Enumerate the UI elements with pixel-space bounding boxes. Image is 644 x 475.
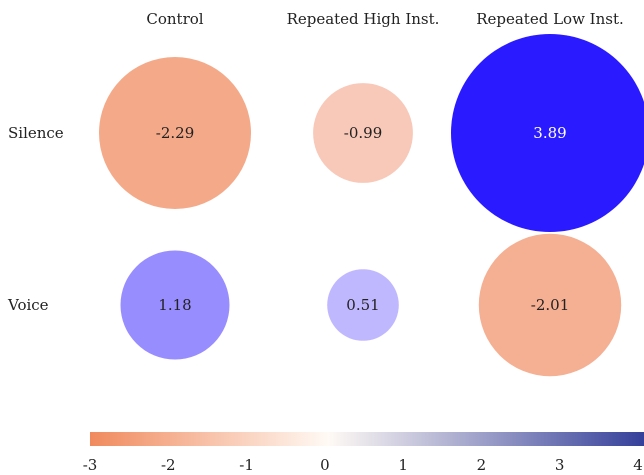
bubble-value-label: 3.89	[533, 124, 566, 142]
bubble	[313, 83, 413, 183]
bubble-value-label: -2.29	[156, 124, 194, 142]
bubble-value-label: 0.51	[346, 296, 379, 314]
column-label: Repeated High Inst.	[287, 10, 440, 28]
bubble	[327, 269, 399, 341]
colorbar-tick-label: 4	[633, 456, 643, 474]
colorbar-tick-label: 1	[398, 456, 408, 474]
bubble	[478, 233, 622, 377]
colorbar-tick-label: 3	[555, 456, 565, 474]
bubble	[451, 34, 644, 232]
column-label: Control	[146, 10, 203, 28]
bubble	[120, 250, 230, 360]
row-label: Voice	[7, 296, 49, 314]
colorbar-tick-label: 2	[477, 456, 487, 474]
row-label: Silence	[8, 124, 64, 142]
colorbar-tick-label: -1	[239, 456, 254, 474]
bubble	[99, 57, 251, 209]
bubble-value-label: -2.01	[531, 296, 569, 314]
colorbar-tick-label: -2	[161, 456, 176, 474]
colorbar-tick-label: -3	[83, 456, 98, 474]
bubble-value-label: 1.18	[158, 296, 191, 314]
column-label: Repeated Low Inst.	[476, 10, 624, 28]
colorbar	[90, 432, 644, 446]
colorbar-tick-label: 0	[320, 456, 330, 474]
bubble-value-label: -0.99	[344, 124, 382, 142]
